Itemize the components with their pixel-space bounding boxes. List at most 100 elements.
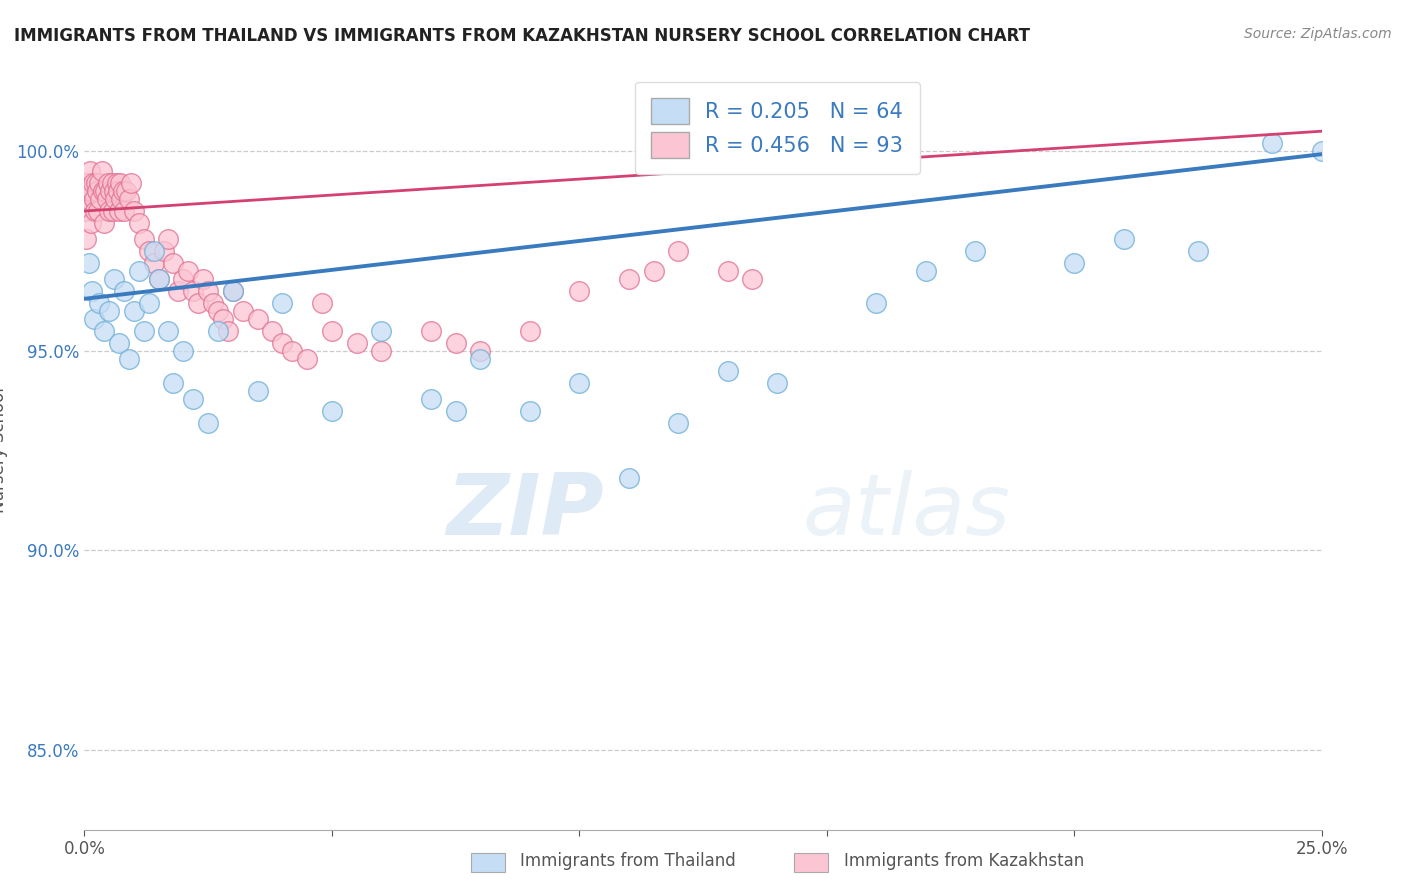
- Point: [167, 284, 190, 298]
- Point: [965, 244, 987, 258]
- Point: [89, 192, 111, 206]
- Point: [148, 272, 170, 286]
- Point: [75, 232, 97, 246]
- Point: [914, 264, 936, 278]
- Point: [103, 184, 125, 198]
- Point: [108, 176, 131, 190]
- Point: [207, 303, 229, 318]
- Point: [122, 303, 145, 318]
- Point: [212, 311, 235, 326]
- Point: [120, 176, 142, 190]
- Point: [172, 343, 194, 358]
- Text: IMMIGRANTS FROM THAILAND VS IMMIGRANTS FROM KAZAKHSTAN NURSERY SCHOOL CORRELATIO: IMMIGRANTS FROM THAILAND VS IMMIGRANTS F…: [14, 27, 1031, 45]
- Text: ZIP: ZIP: [446, 469, 605, 553]
- Point: [112, 204, 135, 219]
- Point: [666, 416, 689, 430]
- Text: atlas: atlas: [801, 469, 1010, 553]
- Point: [271, 335, 294, 350]
- Point: [84, 176, 107, 190]
- Point: [118, 192, 141, 206]
- Point: [162, 256, 184, 270]
- Point: [107, 184, 129, 198]
- Point: [128, 264, 150, 278]
- Point: [79, 256, 101, 270]
- Point: [370, 324, 392, 338]
- Point: [103, 272, 125, 286]
- Point: [98, 184, 121, 198]
- Point: [191, 272, 214, 286]
- Point: [93, 216, 115, 230]
- Point: [148, 272, 170, 286]
- Point: [187, 295, 209, 310]
- Point: [311, 295, 333, 310]
- Point: [444, 403, 467, 417]
- Point: [519, 403, 541, 417]
- Point: [75, 204, 97, 219]
- Point: [82, 176, 104, 190]
- Point: [86, 184, 108, 198]
- Point: [96, 192, 118, 206]
- Point: [617, 272, 640, 286]
- Point: [470, 351, 492, 366]
- Point: [246, 311, 269, 326]
- Text: Immigrants from Kazakhstan: Immigrants from Kazakhstan: [844, 852, 1084, 870]
- Point: [122, 204, 145, 219]
- Point: [110, 192, 132, 206]
- Point: [1187, 244, 1209, 258]
- Point: [100, 176, 122, 190]
- Point: [93, 324, 115, 338]
- Point: [108, 335, 131, 350]
- Point: [222, 284, 245, 298]
- Point: [79, 164, 101, 178]
- Point: [87, 204, 110, 219]
- Point: [419, 324, 441, 338]
- Point: [370, 343, 392, 358]
- Point: [80, 284, 103, 298]
- Point: [132, 232, 155, 246]
- Point: [617, 471, 640, 485]
- Point: [83, 192, 105, 206]
- Point: [181, 284, 204, 298]
- Point: [419, 392, 441, 406]
- Point: [262, 324, 284, 338]
- Point: [271, 295, 294, 310]
- Point: [101, 204, 124, 219]
- Point: [105, 176, 128, 190]
- Point: [197, 416, 219, 430]
- Point: [104, 192, 127, 206]
- Point: [84, 204, 107, 219]
- Point: [568, 376, 591, 390]
- Point: [98, 204, 121, 219]
- Point: [82, 184, 104, 198]
- Point: [108, 204, 131, 219]
- Point: [162, 376, 184, 390]
- Point: [568, 284, 591, 298]
- Point: [197, 284, 219, 298]
- Point: [222, 284, 245, 298]
- Point: [91, 184, 114, 198]
- Point: [202, 295, 225, 310]
- Point: [1063, 256, 1085, 270]
- Point: [321, 403, 343, 417]
- Point: [281, 343, 304, 358]
- Point: [1310, 144, 1333, 158]
- Point: [79, 184, 101, 198]
- Point: [1261, 136, 1284, 151]
- Point: [128, 216, 150, 230]
- Point: [89, 176, 111, 190]
- Point: [246, 384, 269, 398]
- Point: [138, 295, 160, 310]
- Point: [83, 311, 105, 326]
- Point: [80, 216, 103, 230]
- Point: [138, 244, 160, 258]
- Point: [112, 284, 135, 298]
- Point: [132, 324, 155, 338]
- Point: [321, 324, 343, 338]
- Point: [157, 232, 180, 246]
- Point: [97, 176, 120, 190]
- Y-axis label: Nursery School: Nursery School: [0, 387, 8, 514]
- Point: [90, 164, 112, 178]
- Point: [207, 324, 229, 338]
- Point: [157, 324, 180, 338]
- Point: [177, 264, 200, 278]
